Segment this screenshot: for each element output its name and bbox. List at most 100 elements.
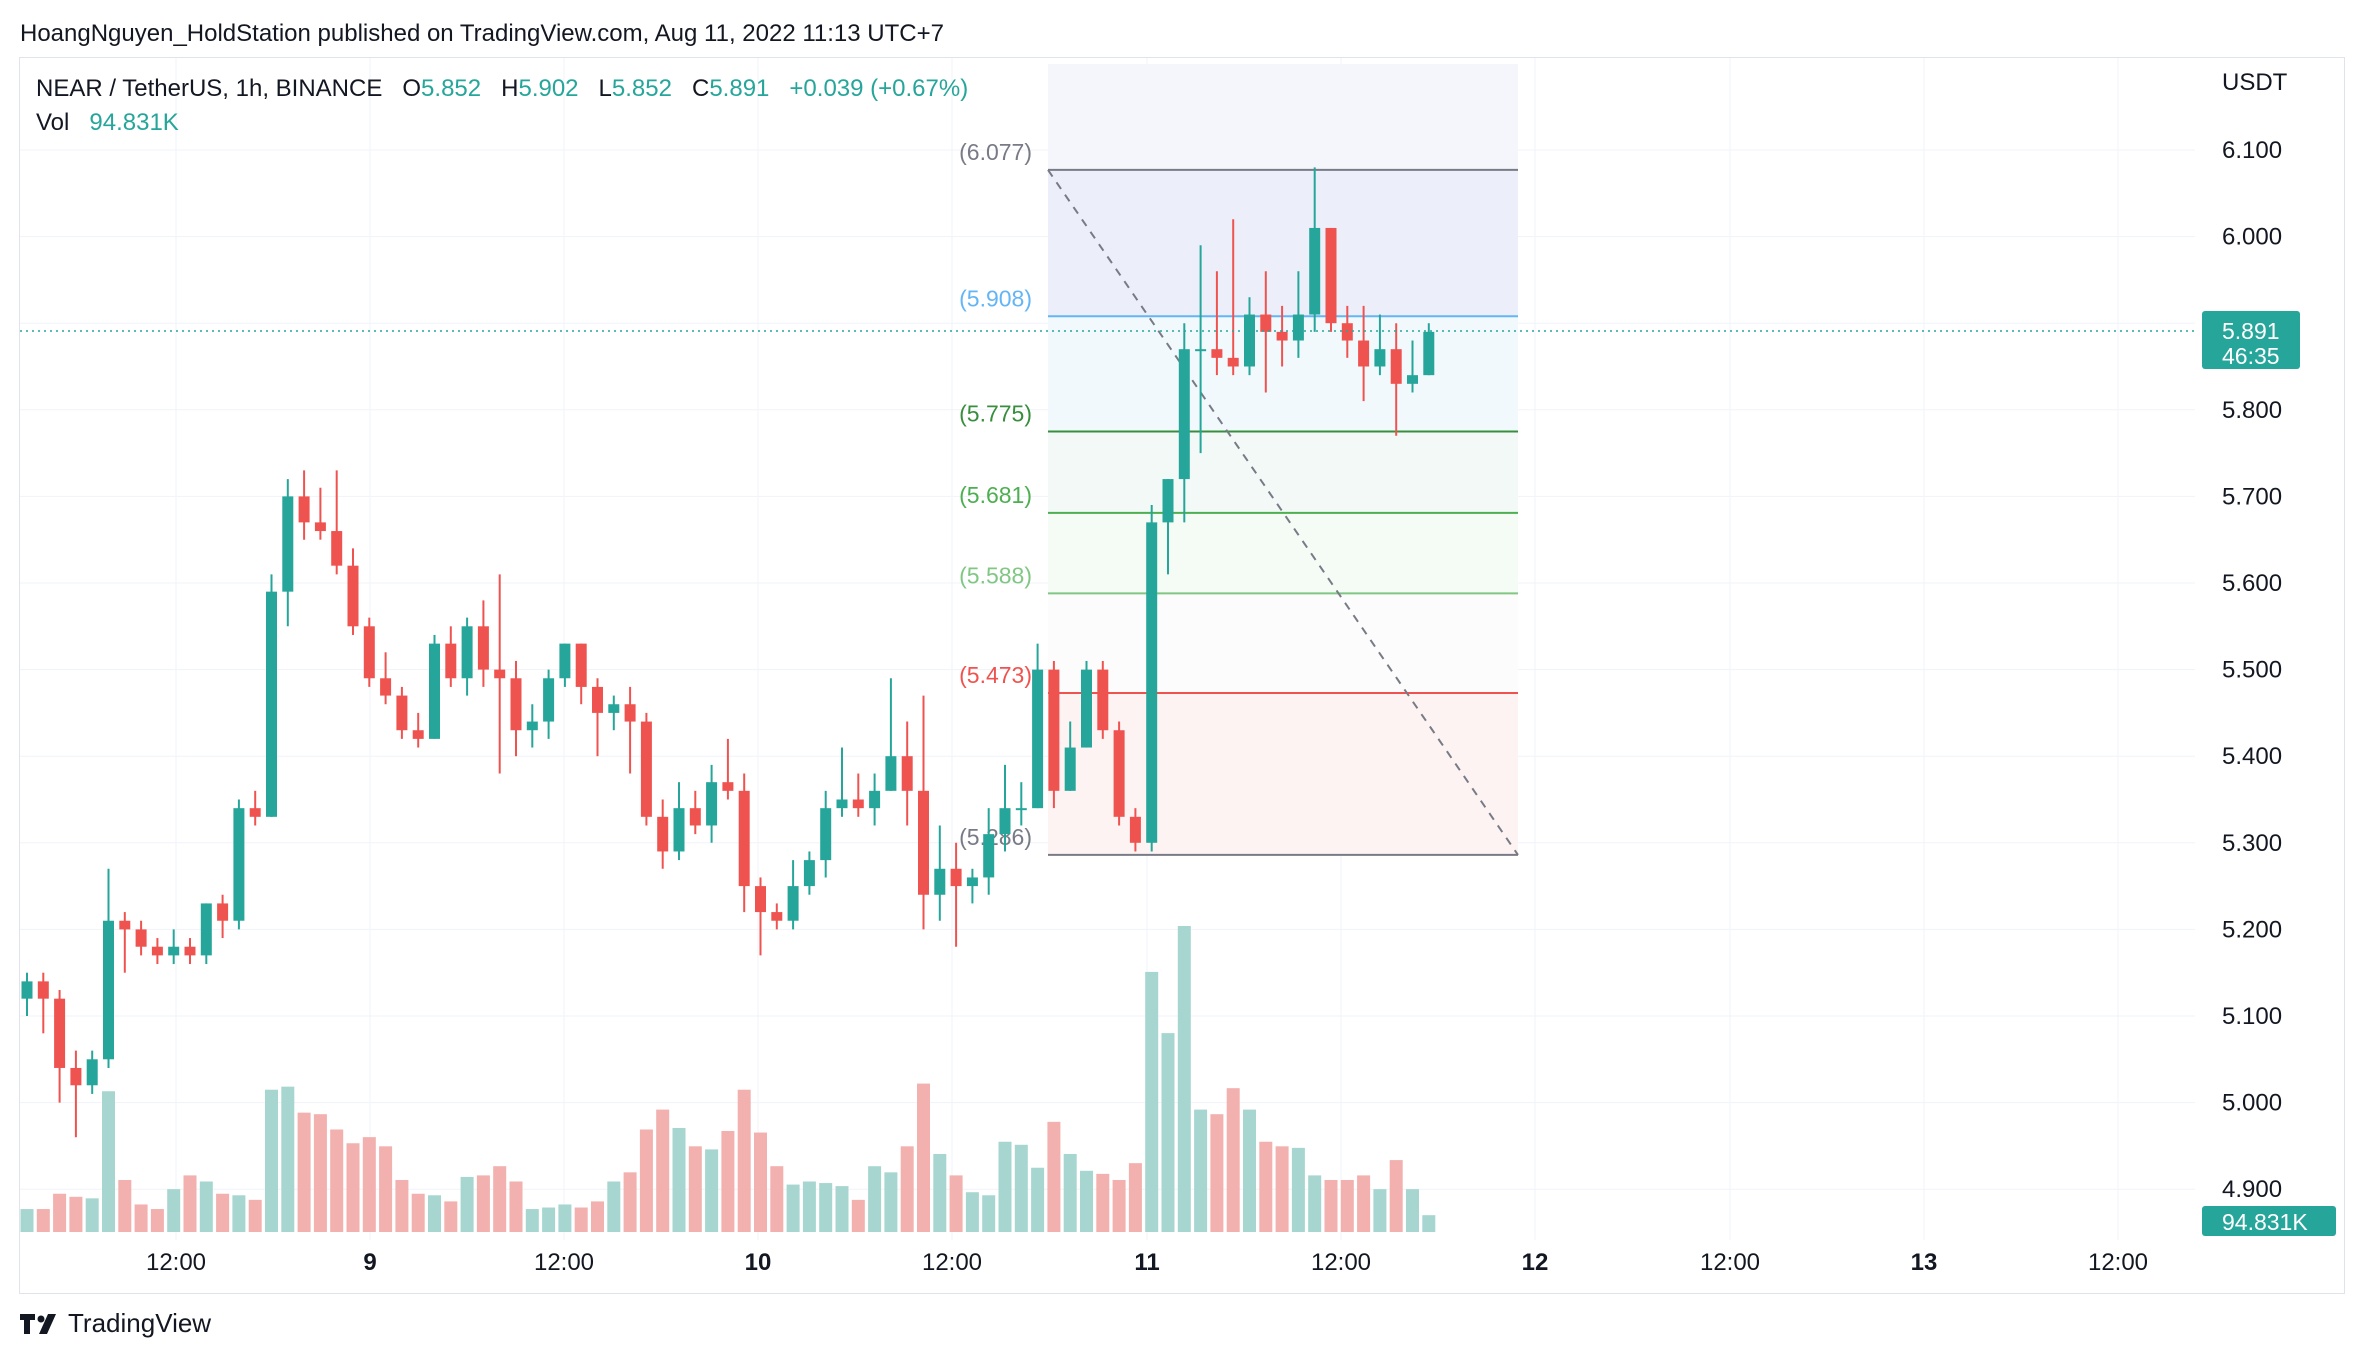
candle-body (755, 886, 766, 913)
volume-bar (786, 1184, 800, 1232)
open-label: O (402, 75, 422, 102)
candle-body (640, 721, 652, 817)
volume-bar (754, 1132, 767, 1232)
volume-bar (1177, 926, 1191, 1232)
candle-body (70, 1067, 82, 1086)
volume-bar (118, 1179, 132, 1232)
volume-bar (737, 1089, 751, 1232)
volume-bar (379, 1146, 393, 1232)
fib-zone (1048, 593, 1518, 693)
candle-body (706, 782, 718, 826)
tradingview-logo-icon[interactable] (20, 1312, 60, 1336)
volume-bar (1145, 971, 1159, 1232)
candle-body (657, 816, 669, 852)
candle-body (1178, 349, 1190, 480)
tradingview-brand[interactable]: TradingView (68, 1308, 212, 1338)
symbol-label[interactable]: NEAR / TetherUS, 1h, BINANCE (36, 75, 383, 102)
volume-bar (411, 1193, 425, 1232)
y-tick-label: 5.500 (2222, 657, 2282, 684)
candle-body (1146, 522, 1158, 843)
candle-body (689, 808, 701, 826)
candle-body (836, 799, 848, 809)
candle-body (885, 756, 897, 791)
volume-bar (216, 1193, 230, 1232)
volume-bar (150, 1209, 164, 1232)
volume-bar (591, 1201, 604, 1232)
candle-body (331, 531, 343, 566)
fib-zone-top (1048, 64, 1518, 170)
volume-bar (1389, 1160, 1403, 1232)
volume-bar (330, 1129, 344, 1232)
chart-frame[interactable] (19, 57, 2345, 1294)
candle-body (543, 678, 555, 722)
volume-bar (917, 1083, 930, 1232)
candle-body (249, 808, 261, 817)
volume-bar (558, 1204, 572, 1232)
candle-body (445, 643, 457, 679)
candle-body (233, 808, 245, 921)
candle-body (151, 946, 163, 956)
candle-body (966, 877, 978, 887)
volume-bar (53, 1193, 67, 1232)
volume-bar (574, 1207, 588, 1232)
y-tick-label: 5.600 (2222, 570, 2282, 597)
volume-bar (199, 1181, 213, 1232)
x-tick-label: 13 (1911, 1249, 1938, 1276)
x-tick-label: 12:00 (2088, 1249, 2148, 1276)
x-tick-label: 12:00 (1700, 1249, 1760, 1276)
y-tick-label: 5.700 (2222, 483, 2282, 510)
low-value: 5.852 (611, 75, 672, 102)
fib-level-label: (5.286) (959, 824, 1032, 850)
candle-body (380, 678, 392, 696)
candle-body (282, 496, 294, 592)
fib-retracement: (6.077) (5.908) (5.775) (5.681) (5.588) (5.47… (959, 64, 1519, 856)
volume-bar (851, 1199, 865, 1232)
footer: TradingView (20, 1308, 211, 1339)
candle-body (217, 903, 229, 921)
volume-bar (134, 1204, 148, 1232)
fib-level-label: (5.681) (959, 482, 1032, 508)
candle-body (1162, 479, 1174, 523)
volume-bar (819, 1183, 833, 1232)
candle-body (347, 565, 359, 627)
volume-bar (102, 1091, 115, 1232)
candle-body (168, 946, 180, 956)
volume-bar (1275, 1146, 1289, 1232)
fib-level-label: (5.908) (959, 285, 1032, 311)
volume-bar (69, 1196, 83, 1232)
candle-body (950, 868, 962, 887)
candle-body (37, 981, 49, 999)
volume-bar (1291, 1147, 1305, 1232)
volume-bar (1096, 1173, 1110, 1232)
volume-bar (639, 1129, 653, 1232)
y-tick-label: 6.100 (2222, 137, 2282, 164)
volume-bar (1161, 1033, 1175, 1232)
candle-body (119, 920, 131, 930)
volume-bar (1226, 1088, 1240, 1232)
volume-bar (525, 1209, 539, 1232)
candle-body (1195, 349, 1207, 352)
volume-bar (705, 1149, 719, 1232)
y-tick-label: 5.000 (2222, 1090, 2282, 1117)
volume-bar (428, 1195, 441, 1232)
last-volume-badge (2202, 1206, 2336, 1236)
candle-body (21, 981, 33, 999)
candle-body (86, 1059, 98, 1086)
candle-body (738, 790, 750, 887)
close-label: C (691, 75, 710, 102)
volume-bar (1031, 1167, 1045, 1232)
volume-bar (1406, 1189, 1419, 1232)
fib-zone (1048, 431, 1518, 513)
volume-bar (1080, 1170, 1093, 1232)
candle-body (184, 946, 196, 956)
volume-bar (297, 1112, 311, 1232)
volume-bars (20, 926, 1436, 1232)
candle-body (526, 721, 538, 731)
y-tick-label: 5.400 (2222, 743, 2282, 770)
candle-body (624, 704, 636, 722)
volume-bar (313, 1114, 327, 1232)
volume-bar (688, 1146, 702, 1232)
x-tick-label: 12:00 (1311, 1249, 1371, 1276)
publisher-line: HoangNguyen_HoldStation published on Tra… (20, 20, 944, 47)
